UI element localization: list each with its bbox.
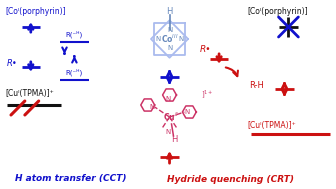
Text: Cu$^{II}$: Cu$^{II}$ — [163, 111, 179, 123]
Text: H: H — [171, 135, 178, 143]
Text: R-H: R-H — [249, 81, 264, 91]
Text: R(⁻ᴴ): R(⁻ᴴ) — [66, 30, 83, 38]
Text: [Cuᴵ(TPMA)]⁺: [Cuᴵ(TPMA)]⁺ — [248, 121, 297, 130]
Text: R(⁻ᴴ): R(⁻ᴴ) — [66, 68, 83, 76]
Text: H atom transfer (CCT): H atom transfer (CCT) — [15, 174, 126, 184]
Text: N: N — [167, 45, 172, 51]
Text: R•: R• — [199, 44, 211, 53]
Text: Hydride quenching (CRT): Hydride quenching (CRT) — [167, 174, 294, 184]
Text: [Coᴵ(porphyrin)]: [Coᴵ(porphyrin)] — [5, 7, 66, 16]
Text: [Cuᴵ(TPMA)]⁺: [Cuᴵ(TPMA)]⁺ — [5, 89, 54, 98]
Text: $]^{1+}$: $]^{1+}$ — [201, 89, 214, 101]
Text: Co$^{III}$: Co$^{III}$ — [161, 33, 178, 45]
Text: N: N — [165, 96, 170, 102]
Text: N: N — [167, 27, 172, 33]
Text: N: N — [149, 104, 154, 110]
Text: N: N — [179, 36, 184, 42]
Text: H: H — [166, 6, 173, 15]
Text: N: N — [155, 36, 160, 42]
Text: R•: R• — [7, 60, 18, 68]
Text: N: N — [185, 109, 190, 115]
Text: N: N — [165, 129, 170, 135]
Text: [Coᴵ(porphyrin)]: [Coᴵ(porphyrin)] — [248, 7, 308, 16]
